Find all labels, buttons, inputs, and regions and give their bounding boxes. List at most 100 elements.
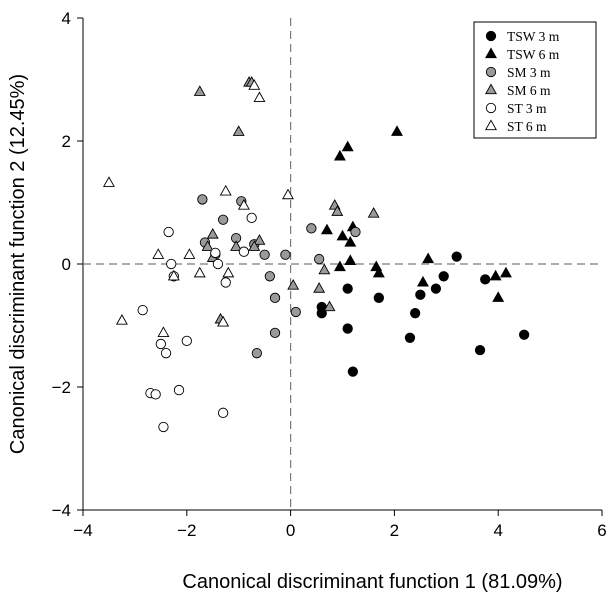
data-point (519, 329, 530, 340)
data-point (220, 277, 231, 288)
data-point (197, 194, 208, 205)
legend-label: SM 3 m (507, 65, 551, 80)
data-point (217, 214, 229, 225)
data-point (183, 248, 196, 259)
data-point (336, 229, 349, 241)
data-point (253, 91, 266, 103)
legend-label: ST 3 m (507, 101, 547, 116)
data-point (115, 314, 128, 325)
data-point (367, 207, 380, 218)
data-point (306, 223, 317, 234)
data-points (102, 76, 530, 433)
data-point (290, 306, 301, 318)
data-point (217, 407, 229, 418)
x-tick-label: 0 (286, 521, 295, 540)
data-point (167, 269, 180, 281)
y-axis-title: Canonical discriminant function 2 (12.45… (7, 74, 29, 454)
data-point (137, 304, 148, 316)
data-point (251, 348, 263, 359)
data-point (210, 247, 221, 259)
legend-marker (485, 102, 497, 114)
legend-label: TSW 6 m (507, 47, 560, 62)
legend-marker (485, 83, 497, 95)
data-point (259, 249, 270, 260)
data-point (320, 223, 333, 235)
data-point (410, 308, 421, 319)
y-tick-label: −2 (52, 378, 71, 397)
data-point (280, 249, 291, 260)
data-point (350, 226, 361, 238)
data-point (342, 283, 353, 294)
data-point (217, 315, 230, 327)
data-point (333, 260, 346, 272)
y-tick-label: −4 (52, 501, 71, 520)
data-point (492, 291, 505, 302)
reference-lines (83, 18, 602, 510)
data-point (166, 258, 177, 270)
data-point (438, 271, 449, 282)
data-point (480, 274, 491, 285)
data-point (212, 258, 224, 270)
data-point (219, 184, 232, 196)
legend-marker (485, 47, 497, 59)
y-tick-label: 0 (62, 255, 71, 274)
data-point (264, 271, 275, 282)
data-point (416, 275, 429, 287)
legend-marker (485, 119, 497, 131)
data-point (313, 253, 325, 265)
x-tick-label: 2 (390, 521, 399, 540)
data-point (318, 263, 331, 275)
data-point (391, 125, 403, 136)
series-sm-3-m (197, 194, 361, 359)
data-point (238, 246, 250, 257)
data-point (152, 248, 165, 259)
data-point (193, 85, 206, 96)
data-point (237, 199, 250, 210)
series-st-6-m (102, 79, 294, 337)
data-point (173, 384, 185, 396)
data-point (489, 269, 502, 281)
data-point (102, 176, 115, 187)
data-point (474, 344, 486, 356)
data-point (347, 366, 359, 377)
legend-label: SM 6 m (507, 83, 551, 98)
legend-marker (485, 30, 497, 42)
data-point (451, 251, 462, 262)
data-point (331, 205, 344, 216)
series-tsw-6-m (320, 125, 512, 302)
data-point (230, 240, 243, 251)
data-point (430, 283, 442, 294)
data-point (232, 125, 245, 136)
data-point (344, 235, 357, 247)
data-point (163, 226, 174, 238)
data-point (415, 289, 426, 300)
legend-label: TSW 3 m (507, 29, 560, 44)
legend-label: ST 6 m (507, 119, 547, 134)
legend: TSW 3 m TSW 6 m SM 3 m SM 6 m ST 3 m ST 6 m (473, 21, 597, 139)
data-point (246, 212, 257, 224)
data-point (269, 327, 281, 339)
data-point (282, 188, 294, 200)
legend-marker (485, 66, 497, 78)
data-point (323, 300, 336, 312)
x-tick-label: −2 (177, 521, 196, 540)
data-point (157, 326, 170, 337)
x-tick-label: 6 (597, 521, 606, 540)
data-point (158, 421, 169, 433)
data-point (269, 292, 281, 303)
data-point (287, 279, 300, 290)
data-point (181, 335, 192, 347)
data-point (500, 266, 512, 278)
data-point (206, 227, 219, 239)
x-tick-label: 4 (493, 521, 502, 540)
data-point (422, 252, 435, 264)
data-point (341, 140, 354, 152)
data-point (155, 338, 167, 350)
data-point (222, 266, 235, 278)
x-tick-label: −4 (73, 521, 92, 540)
x-axis-title: Canonical discriminant function 1 (81.09… (182, 571, 562, 593)
data-point (248, 240, 261, 251)
y-tick-label: 4 (62, 9, 71, 28)
data-point (193, 266, 206, 278)
